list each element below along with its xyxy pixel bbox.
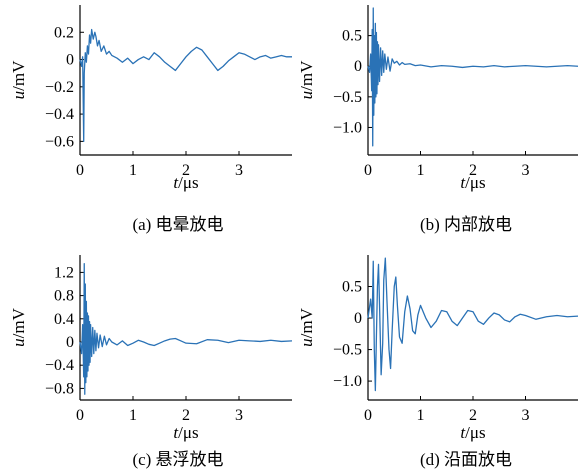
y-tick-label: 0 (66, 52, 74, 69)
panel-3: 0.50−0.5−1.00 1 2 3t/μsu/mV(d) 沿面放电 (297, 255, 579, 469)
panel-caption: (c) 悬浮放电 (132, 450, 223, 469)
x-axis-label: t/μs (460, 173, 485, 192)
series-line (79, 28, 292, 143)
x-tick-label: 1 (129, 162, 137, 179)
panel-caption: (d) 沿面放电 (420, 450, 512, 469)
x-tick-label: 2 (469, 407, 477, 424)
x-axis-label: t/μs (173, 173, 198, 192)
y-tick-label: 0 (354, 310, 362, 327)
x-tick-label: 3 (235, 162, 243, 179)
x-tick-label: 0 (364, 407, 372, 424)
panel-1: 0.5 0 −0.5 −1.0 0 1 2 3 t/μs u/mV (b) 内部放电 (297, 5, 579, 234)
x-tick-label: 0 (76, 162, 84, 179)
y-tick-label: −0.6 (45, 133, 74, 150)
y-axis-label: u/mV (297, 307, 316, 346)
y-tick-label: 0.5 (342, 28, 362, 45)
panel-caption: (a) 电晕放电 (132, 215, 223, 234)
panel-caption: (b) 内部放电 (420, 215, 512, 234)
y-tick-label: −0.5 (333, 89, 362, 106)
x-tick-label: 2 (182, 407, 190, 424)
y-tick-label: 0.4 (54, 311, 74, 328)
y-tick-label: 0.5 (342, 279, 362, 296)
y-tick-label: 1.2 (54, 264, 74, 281)
y-tick-label: −1.0 (333, 373, 362, 390)
y-tick-label: −0.5 (333, 342, 362, 359)
y-tick-label: −0.4 (45, 357, 74, 374)
x-tick-label: 3 (522, 162, 530, 179)
y-tick-label: −0.8 (45, 380, 74, 397)
y-tick-label: 0 (66, 334, 74, 351)
x-axis-label: t/μs (173, 423, 198, 442)
y-tick-label: −1.0 (333, 119, 362, 136)
y-tick-label: 0 (354, 58, 362, 75)
x-tick-label: 1 (129, 407, 137, 424)
series-line (79, 263, 293, 395)
x-tick-label: 0 (364, 162, 372, 179)
y-axis-label: u/mV (297, 60, 316, 99)
x-tick-label: 1 (417, 162, 425, 179)
x-tick-label: 3 (235, 407, 243, 424)
x-tick-label: 2 (182, 162, 190, 179)
panel-0: 0.20−0.2−0.4−0.60 1 2 3t/μsu/mV(a) 电晕放电 (9, 5, 292, 234)
x-tick-label: 0 (76, 407, 84, 424)
y-tick-label: −0.2 (45, 79, 74, 96)
x-tick-label: 1 (417, 407, 425, 424)
series-line (367, 7, 579, 147)
y-tick-label: −0.4 (45, 106, 74, 123)
x-tick-label: 2 (469, 162, 477, 179)
y-axis-label: u/mV (9, 307, 28, 346)
y-tick-label: 0.2 (54, 24, 74, 41)
series-line (367, 257, 579, 392)
y-axis-label: u/mV (9, 60, 28, 99)
panel-2: 1.20.80.40−0.4−0.80 1 2 3t/μsu/mV(c) 悬浮放电 (9, 255, 293, 469)
y-tick-label: 0.8 (54, 288, 74, 305)
x-tick-label: 3 (522, 407, 530, 424)
x-axis-label: t/μs (460, 423, 485, 442)
